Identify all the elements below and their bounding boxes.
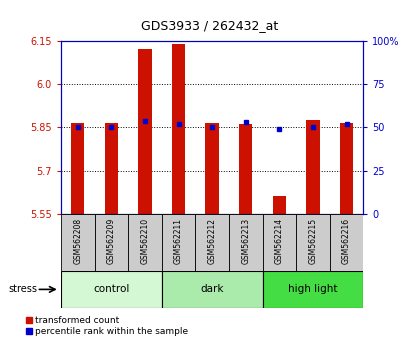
Bar [138,50,152,214]
Bar [296,214,330,271]
Bar [262,214,296,271]
Text: GSM562208: GSM562208 [73,218,82,264]
Bar [94,214,128,271]
Bar [340,123,353,214]
Text: GSM562209: GSM562209 [107,218,116,264]
Bar [162,214,195,271]
Text: stress: stress [8,284,37,295]
Text: GSM562211: GSM562211 [174,218,183,264]
Bar [306,120,320,214]
Bar [205,123,219,214]
Text: GSM562212: GSM562212 [207,218,217,264]
Bar [239,124,252,214]
Bar [162,271,262,308]
Legend: transformed count, percentile rank within the sample: transformed count, percentile rank withi… [26,316,189,336]
Bar [262,271,363,308]
Bar [195,214,229,271]
Text: GSM562215: GSM562215 [308,218,318,264]
Bar [61,214,94,271]
Text: GSM562214: GSM562214 [275,218,284,264]
Text: high light: high light [288,284,338,295]
Bar [71,123,84,214]
Bar [128,214,162,271]
Text: GSM562216: GSM562216 [342,218,351,264]
Text: dark: dark [200,284,224,295]
Bar [273,196,286,214]
Bar [61,271,162,308]
Bar [229,214,262,271]
Bar [105,123,118,214]
Bar [330,214,363,271]
Text: control: control [93,284,129,295]
Text: GSM562213: GSM562213 [241,218,250,264]
Text: GSM562210: GSM562210 [140,218,150,264]
Bar [172,44,185,214]
Text: GDS3933 / 262432_at: GDS3933 / 262432_at [142,19,278,33]
